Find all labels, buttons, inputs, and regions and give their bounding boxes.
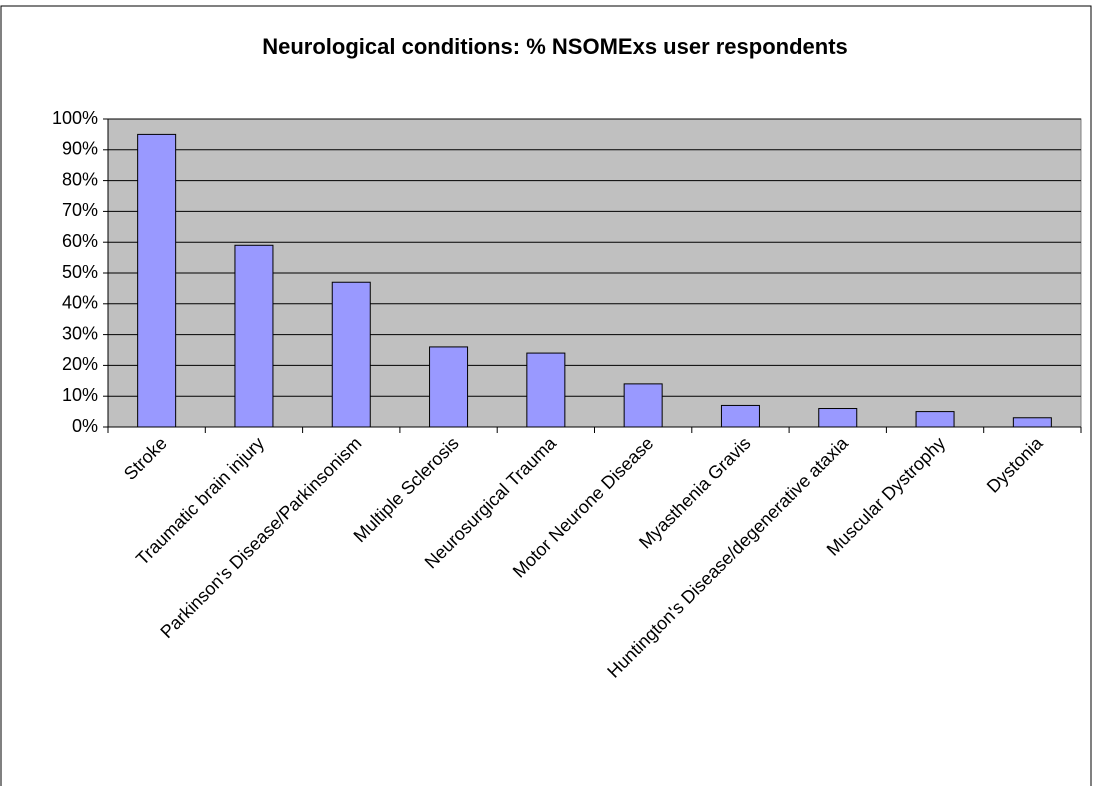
bar [234, 244, 274, 428]
y-tick-label: 20% [62, 354, 98, 374]
y-tick-label: 100% [52, 108, 98, 128]
y-tick-label: 70% [62, 200, 98, 220]
y-tick-label: 90% [62, 139, 98, 159]
y-tick-label: 40% [62, 293, 98, 313]
bar [429, 346, 469, 428]
bar [331, 281, 371, 428]
chart-border [0, 5, 1092, 786]
x-tick-label: Dystonia [983, 432, 1047, 496]
y-tick-label: 80% [62, 169, 98, 189]
bar [818, 408, 858, 428]
bar [526, 352, 566, 428]
bar [720, 404, 760, 428]
bar [137, 133, 177, 428]
y-tick-label: 0% [72, 416, 98, 436]
y-tick-label: 30% [62, 323, 98, 343]
y-tick-label: 60% [62, 231, 98, 251]
bar [915, 411, 955, 428]
y-tick-label: 50% [62, 262, 98, 282]
y-tick-label: 10% [62, 385, 98, 405]
bar [1012, 417, 1052, 428]
x-tick-label: Stroke [120, 433, 171, 484]
x-tick-label: Parkinson's Disease/Parkinsonism [156, 433, 365, 642]
chart-title: Neurological conditions: % NSOMExs user … [262, 34, 848, 59]
bar [623, 383, 663, 428]
x-tick-label: Multiple Sclerosis [350, 433, 463, 546]
